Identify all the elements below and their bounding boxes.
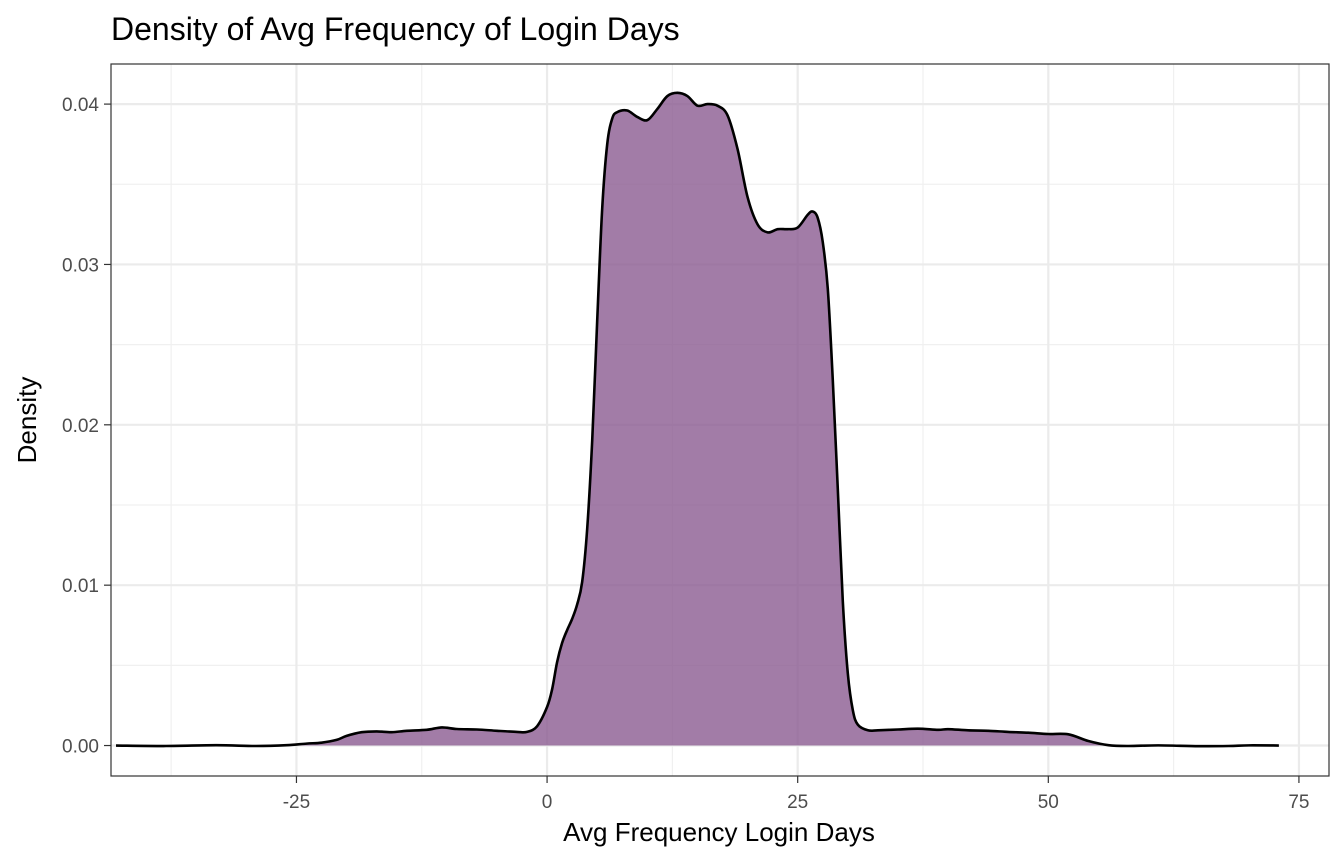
y-axis-title: Density [12, 377, 42, 464]
y-tick-label: 0.01 [62, 576, 99, 597]
x-axis: -25 0 25 50 75 [283, 776, 1309, 813]
grid-major [111, 64, 1329, 776]
x-tick-label: 50 [1038, 792, 1059, 813]
y-tick-label: 0.03 [62, 255, 99, 276]
y-tick-label: 0.04 [62, 95, 99, 116]
x-tick-label: 25 [787, 792, 808, 813]
chart-title: Density of Avg Frequency of Login Days [111, 11, 680, 47]
plot-panel [110, 63, 1330, 777]
density-area [116, 92, 1279, 747]
x-axis-title: Avg Frequency Login Days [563, 817, 875, 847]
y-axis: 0.00 0.01 0.02 0.03 0.04 [62, 95, 111, 758]
panel-border [110, 63, 1330, 777]
y-tick-label: 0.00 [62, 737, 99, 758]
y-tick-label: 0.02 [62, 416, 99, 437]
x-tick-label: -25 [283, 792, 310, 813]
density-line [115, 91, 1279, 748]
x-tick-label: 75 [1288, 792, 1309, 813]
x-tick-label: 0 [542, 792, 553, 813]
